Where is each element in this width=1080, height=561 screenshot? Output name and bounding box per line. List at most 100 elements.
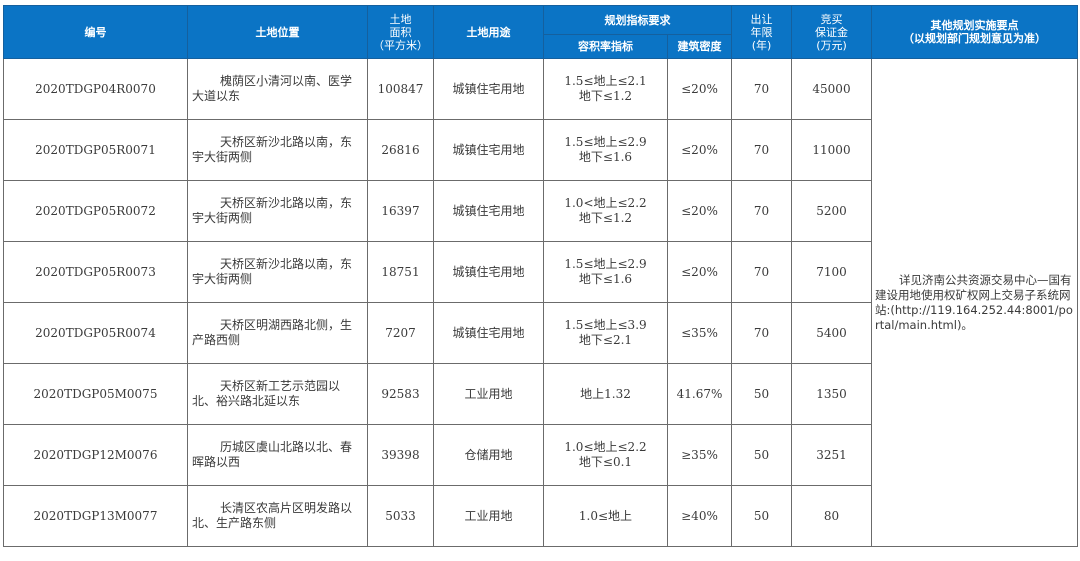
header-deposit: 竞买 保证金 (万元) <box>791 5 872 59</box>
cell-deposit: 5400 <box>791 302 872 364</box>
cell-term: 70 <box>731 58 792 120</box>
cell-term: 70 <box>731 180 792 242</box>
cell-id: 2020TDGP12M0076 <box>3 424 188 486</box>
cell-area: 18751 <box>367 241 434 303</box>
land-auction-table: 编号 土地位置 土地 面积 （平方米） 土地用途 规划指标要求 出让 年限 (年… <box>3 5 1078 547</box>
table-body: 2020TDGP04R0070 槐荫区小清河以南、医学大道以东 100847 城… <box>3 58 1078 547</box>
cell-id: 2020TDGP05R0072 <box>3 180 188 242</box>
cell-deposit: 3251 <box>791 424 872 486</box>
header-density: 建筑密度 <box>667 34 732 59</box>
cell-term: 70 <box>731 241 792 303</box>
cell-far: 1.0≤地上 <box>543 485 668 547</box>
far-line: 地上1.32 <box>580 386 631 401</box>
cell-deposit: 5200 <box>791 180 872 242</box>
header-location: 土地位置 <box>187 5 368 59</box>
cell-location: 天桥区明湖西路北侧，生产路西侧 <box>187 302 368 364</box>
cell-density: ≥40% <box>667 485 732 547</box>
cell-term: 70 <box>731 302 792 364</box>
table-header: 编号 土地位置 土地 面积 （平方米） 土地用途 规划指标要求 出让 年限 (年… <box>3 5 1078 59</box>
cell-area: 26816 <box>367 119 434 181</box>
header-planning-group: 规划指标要求 <box>543 5 732 35</box>
cell-use: 工业用地 <box>433 485 544 547</box>
cell-area: 39398 <box>367 424 434 486</box>
far-line: 1.5≤地上≤2.9 <box>564 135 647 149</box>
header-term-line: (年) <box>751 38 772 52</box>
header-term: 出让 年限 (年) <box>731 5 792 59</box>
far-line: 1.5≤地上≤2.9 <box>564 257 647 271</box>
cell-term: 70 <box>731 119 792 181</box>
cell-use: 城镇住宅用地 <box>433 180 544 242</box>
cell-far: 地上1.32 <box>543 363 668 425</box>
header-far: 容积率指标 <box>543 34 668 59</box>
cell-id: 2020TDGP05M0075 <box>3 363 188 425</box>
header-area-line: 土地 <box>389 12 412 26</box>
far-line: 地下≤1.6 <box>578 150 633 164</box>
cell-id: 2020TDGP05R0073 <box>3 241 188 303</box>
cell-location: 天桥区新沙北路以南，东宇大街两侧 <box>187 119 368 181</box>
cell-far: 1.0≤地上≤2.2 地下≤0.1 <box>543 424 668 486</box>
cell-use: 城镇住宅用地 <box>433 58 544 120</box>
cell-use: 城镇住宅用地 <box>433 119 544 181</box>
far-line: 地下≤0.1 <box>578 455 633 469</box>
header-term-line: 年限 <box>750 25 773 39</box>
cell-area: 100847 <box>367 58 434 120</box>
far-line: 地下≤1.2 <box>578 89 633 103</box>
cell-use: 工业用地 <box>433 363 544 425</box>
cell-far: 1.5≤地上≤2.1 地下≤1.2 <box>543 58 668 120</box>
cell-density: ≤35% <box>667 302 732 364</box>
far-line: 1.0≤地上≤2.2 <box>564 440 647 454</box>
far-line: 1.0<地上≤2.2 <box>564 196 647 210</box>
cell-far: 1.0<地上≤2.2 地下≤1.2 <box>543 180 668 242</box>
far-line: 地下≤1.6 <box>578 272 633 286</box>
far-line: 1.5≤地上≤3.9 <box>564 318 647 332</box>
cell-id: 2020TDGP05R0071 <box>3 119 188 181</box>
far-line: 地下≤1.2 <box>578 211 633 225</box>
header-area-line: （平方米） <box>373 38 428 52</box>
cell-density: ≤20% <box>667 180 732 242</box>
header-use: 土地用途 <box>433 5 544 59</box>
cell-location: 槐荫区小清河以南、医学大道以东 <box>187 58 368 120</box>
header-other-line: （以规划部门规划意见为准） <box>903 32 1046 45</box>
header-other-line: 其他规划实施要点 <box>930 19 1019 32</box>
far-line: 1.0≤地上 <box>578 508 633 523</box>
cell-id: 2020TDGP05R0074 <box>3 302 188 364</box>
header-area: 土地 面积 （平方米） <box>367 5 434 59</box>
table-row: 2020TDGP05M0075 天桥区新工艺示范园以北、裕兴路北延以东 9258… <box>3 363 1078 425</box>
cell-location: 历城区虞山北路以北、春晖路以西 <box>187 424 368 486</box>
cell-term: 50 <box>731 363 792 425</box>
header-term-line: 出让 <box>750 12 773 26</box>
cell-id: 2020TDGP04R0070 <box>3 58 188 120</box>
header-deposit-line: (万元) <box>816 38 847 52</box>
far-line: 地下≤2.1 <box>578 333 633 347</box>
cell-term: 50 <box>731 485 792 547</box>
cell-id: 2020TDGP13M0077 <box>3 485 188 547</box>
cell-area: 92583 <box>367 363 434 425</box>
cell-use: 仓储用地 <box>433 424 544 486</box>
table-row: 2020TDGP12M0076 历城区虞山北路以北、春晖路以西 39398 仓储… <box>3 424 1078 486</box>
cell-density: ≥35% <box>667 424 732 486</box>
cell-location: 天桥区新工艺示范园以北、裕兴路北延以东 <box>187 363 368 425</box>
far-line: 1.5≤地上≤2.1 <box>564 74 647 88</box>
cell-other-note: 详见济南公共资源交易中心—国有建设用地使用权矿权网上交易子系统网站:(http:… <box>871 58 1078 547</box>
header-deposit-line: 竞买 <box>820 12 843 26</box>
cell-location: 天桥区新沙北路以南，东宇大街两侧 <box>187 241 368 303</box>
cell-deposit: 80 <box>791 485 872 547</box>
cell-deposit: 1350 <box>791 363 872 425</box>
header-area-line: 面积 <box>389 25 412 39</box>
table-row: 2020TDGP13M0077 长清区农高片区明发路以北、生产路东侧 5033 … <box>3 485 1078 547</box>
cell-area: 7207 <box>367 302 434 364</box>
header-deposit-line: 保证金 <box>815 25 848 39</box>
cell-location: 天桥区新沙北路以南，东宇大街两侧 <box>187 180 368 242</box>
cell-use: 城镇住宅用地 <box>433 241 544 303</box>
cell-area: 5033 <box>367 485 434 547</box>
table-row: 2020TDGP04R0070 槐荫区小清河以南、医学大道以东 100847 城… <box>3 58 1078 547</box>
table-row: 2020TDGP05R0072 天桥区新沙北路以南，东宇大街两侧 16397 城… <box>3 180 1078 242</box>
cell-deposit: 45000 <box>791 58 872 120</box>
table-row: 2020TDGP05R0074 天桥区明湖西路北侧，生产路西侧 7207 城镇住… <box>3 302 1078 364</box>
cell-location: 长清区农高片区明发路以北、生产路东侧 <box>187 485 368 547</box>
cell-far: 1.5≤地上≤3.9 地下≤2.1 <box>543 302 668 364</box>
header-other: 其他规划实施要点 （以规划部门规划意见为准） <box>871 5 1078 59</box>
cell-area: 16397 <box>367 180 434 242</box>
cell-deposit: 11000 <box>791 119 872 181</box>
cell-term: 50 <box>731 424 792 486</box>
